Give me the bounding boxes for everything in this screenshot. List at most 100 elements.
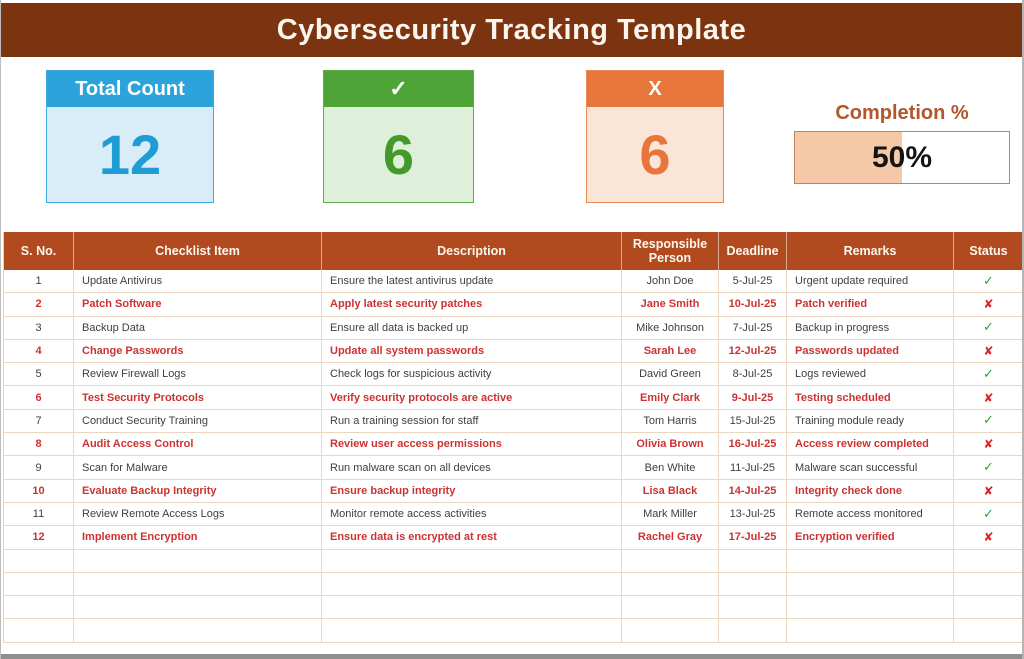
cell-status[interactable] xyxy=(954,596,1022,620)
cell-responsible-person[interactable] xyxy=(622,619,719,643)
cell-deadline[interactable]: 8-Jul-25 xyxy=(719,363,787,387)
cell-checklist-item[interactable]: Patch Software xyxy=(74,293,322,317)
cell-status[interactable] xyxy=(954,550,1022,573)
cell-checklist-item[interactable]: Change Passwords xyxy=(74,339,322,364)
cell-description[interactable]: Ensure data is encrypted at rest xyxy=(322,526,622,550)
cell-checklist-item[interactable]: Update Antivirus xyxy=(74,270,322,294)
cell-deadline[interactable]: 17-Jul-25 xyxy=(719,526,787,550)
cell-checklist-item[interactable]: Review Firewall Logs xyxy=(74,363,322,387)
cell-deadline[interactable]: 15-Jul-25 xyxy=(719,409,787,434)
cell-status[interactable]: ✓ xyxy=(954,317,1022,340)
cell-description[interactable]: Review user access permissions xyxy=(322,433,622,457)
cell-checklist-item[interactable] xyxy=(74,549,322,573)
cell-remarks[interactable] xyxy=(787,619,954,643)
cell-status[interactable]: ✓ xyxy=(954,410,1022,434)
cell-responsible-person[interactable]: John Doe xyxy=(622,270,719,294)
cell-responsible-person[interactable]: David Green xyxy=(622,363,719,387)
cell-remarks[interactable]: Remote access monitored xyxy=(787,502,954,527)
cell-deadline[interactable] xyxy=(719,572,787,597)
cell-responsible-person[interactable]: Olivia Brown xyxy=(622,433,719,457)
cell-checklist-item[interactable]: Evaluate Backup Integrity xyxy=(74,479,322,503)
cell-deadline[interactable]: 13-Jul-25 xyxy=(719,502,787,527)
cell-status[interactable]: ✘ xyxy=(954,340,1022,364)
cell-status[interactable]: ✘ xyxy=(954,480,1022,503)
cell-sno[interactable]: 10 xyxy=(4,479,74,503)
cell-deadline[interactable] xyxy=(719,549,787,573)
cell-checklist-item[interactable]: Implement Encryption xyxy=(74,526,322,550)
cell-remarks[interactable] xyxy=(787,596,954,620)
cell-remarks[interactable] xyxy=(787,549,954,573)
cell-checklist-item[interactable]: Test Security Protocols xyxy=(74,386,322,410)
cell-sno[interactable] xyxy=(4,619,74,643)
cell-checklist-item[interactable] xyxy=(74,572,322,597)
cell-description[interactable]: Ensure all data is backed up xyxy=(322,316,622,340)
cell-sno[interactable] xyxy=(4,549,74,573)
cell-responsible-person[interactable]: Emily Clark xyxy=(622,386,719,410)
cell-sno[interactable]: 4 xyxy=(4,339,74,364)
cell-description[interactable]: Ensure the latest antivirus update xyxy=(322,270,622,294)
cell-description[interactable] xyxy=(322,572,622,597)
cell-description[interactable]: Monitor remote access activities xyxy=(322,502,622,527)
cell-description[interactable] xyxy=(322,549,622,573)
cell-deadline[interactable]: 11-Jul-25 xyxy=(719,456,787,480)
cell-status[interactable]: ✓ xyxy=(954,363,1022,387)
cell-deadline[interactable]: 9-Jul-25 xyxy=(719,386,787,410)
cell-status[interactable] xyxy=(954,619,1022,643)
cell-deadline[interactable]: 10-Jul-25 xyxy=(719,293,787,317)
cell-checklist-item[interactable]: Backup Data xyxy=(74,316,322,340)
cell-status[interactable]: ✘ xyxy=(954,526,1022,550)
cell-deadline[interactable]: 5-Jul-25 xyxy=(719,270,787,294)
cell-sno[interactable]: 6 xyxy=(4,386,74,410)
cell-remarks[interactable]: Training module ready xyxy=(787,409,954,434)
cell-remarks[interactable] xyxy=(787,572,954,597)
cell-remarks[interactable]: Encryption verified xyxy=(787,526,954,550)
cell-checklist-item[interactable]: Audit Access Control xyxy=(74,433,322,457)
cell-responsible-person[interactable]: Sarah Lee xyxy=(622,339,719,364)
cell-description[interactable]: Check logs for suspicious activity xyxy=(322,363,622,387)
cell-responsible-person[interactable]: Rachel Gray xyxy=(622,526,719,550)
cell-deadline[interactable] xyxy=(719,619,787,643)
cell-status[interactable]: ✓ xyxy=(954,270,1022,294)
cell-status[interactable]: ✓ xyxy=(954,503,1022,527)
cell-responsible-person[interactable]: Mark Miller xyxy=(622,502,719,527)
cell-remarks[interactable]: Backup in progress xyxy=(787,316,954,340)
cell-sno[interactable] xyxy=(4,572,74,597)
cell-status[interactable] xyxy=(954,573,1022,597)
cell-deadline[interactable]: 7-Jul-25 xyxy=(719,316,787,340)
cell-status[interactable]: ✓ xyxy=(954,456,1022,480)
cell-sno[interactable]: 11 xyxy=(4,502,74,527)
cell-responsible-person[interactable] xyxy=(622,596,719,620)
cell-responsible-person[interactable] xyxy=(622,572,719,597)
cell-remarks[interactable]: Passwords updated xyxy=(787,339,954,364)
cell-remarks[interactable]: Malware scan successful xyxy=(787,456,954,480)
cell-checklist-item[interactable] xyxy=(74,596,322,620)
cell-description[interactable] xyxy=(322,596,622,620)
cell-description[interactable]: Apply latest security patches xyxy=(322,293,622,317)
cell-status[interactable]: ✘ xyxy=(954,433,1022,457)
cell-responsible-person[interactable]: Tom Harris xyxy=(622,409,719,434)
cell-responsible-person[interactable]: Mike Johnson xyxy=(622,316,719,340)
cell-remarks[interactable]: Testing scheduled xyxy=(787,386,954,410)
cell-checklist-item[interactable]: Conduct Security Training xyxy=(74,409,322,434)
cell-sno[interactable]: 3 xyxy=(4,316,74,340)
cell-responsible-person[interactable]: Lisa Black xyxy=(622,479,719,503)
cell-status[interactable]: ✘ xyxy=(954,386,1022,410)
cell-remarks[interactable]: Urgent update required xyxy=(787,270,954,294)
cell-sno[interactable]: 5 xyxy=(4,363,74,387)
cell-deadline[interactable]: 16-Jul-25 xyxy=(719,433,787,457)
cell-remarks[interactable]: Integrity check done xyxy=(787,479,954,503)
cell-remarks[interactable]: Access review completed xyxy=(787,433,954,457)
cell-description[interactable]: Update all system passwords xyxy=(322,339,622,364)
cell-deadline[interactable]: 12-Jul-25 xyxy=(719,339,787,364)
cell-responsible-person[interactable]: Jane Smith xyxy=(622,293,719,317)
cell-description[interactable] xyxy=(322,619,622,643)
cell-deadline[interactable] xyxy=(719,596,787,620)
cell-description[interactable]: Run malware scan on all devices xyxy=(322,456,622,480)
cell-description[interactable]: Run a training session for staff xyxy=(322,409,622,434)
cell-checklist-item[interactable] xyxy=(74,619,322,643)
cell-description[interactable]: Verify security protocols are active xyxy=(322,386,622,410)
cell-sno[interactable]: 12 xyxy=(4,526,74,550)
cell-responsible-person[interactable]: Ben White xyxy=(622,456,719,480)
cell-remarks[interactable]: Patch verified xyxy=(787,293,954,317)
cell-sno[interactable]: 7 xyxy=(4,409,74,434)
